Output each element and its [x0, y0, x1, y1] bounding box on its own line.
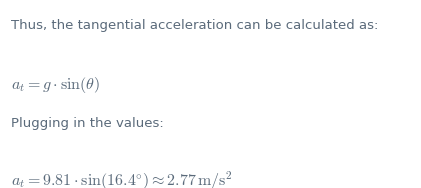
Text: $a_t = g \cdot \sin(\theta)$: $a_t = g \cdot \sin(\theta)$ — [11, 75, 100, 95]
Text: Plugging in the values:: Plugging in the values: — [11, 117, 163, 130]
Text: $a_t = 9.81 \cdot \sin(16.4^{\circ}) \approx 2.77\,\mathrm{m/s}^2$: $a_t = 9.81 \cdot \sin(16.4^{\circ}) \ap… — [11, 169, 232, 188]
Text: Thus, the tangential acceleration can be calculated as:: Thus, the tangential acceleration can be… — [11, 19, 378, 32]
